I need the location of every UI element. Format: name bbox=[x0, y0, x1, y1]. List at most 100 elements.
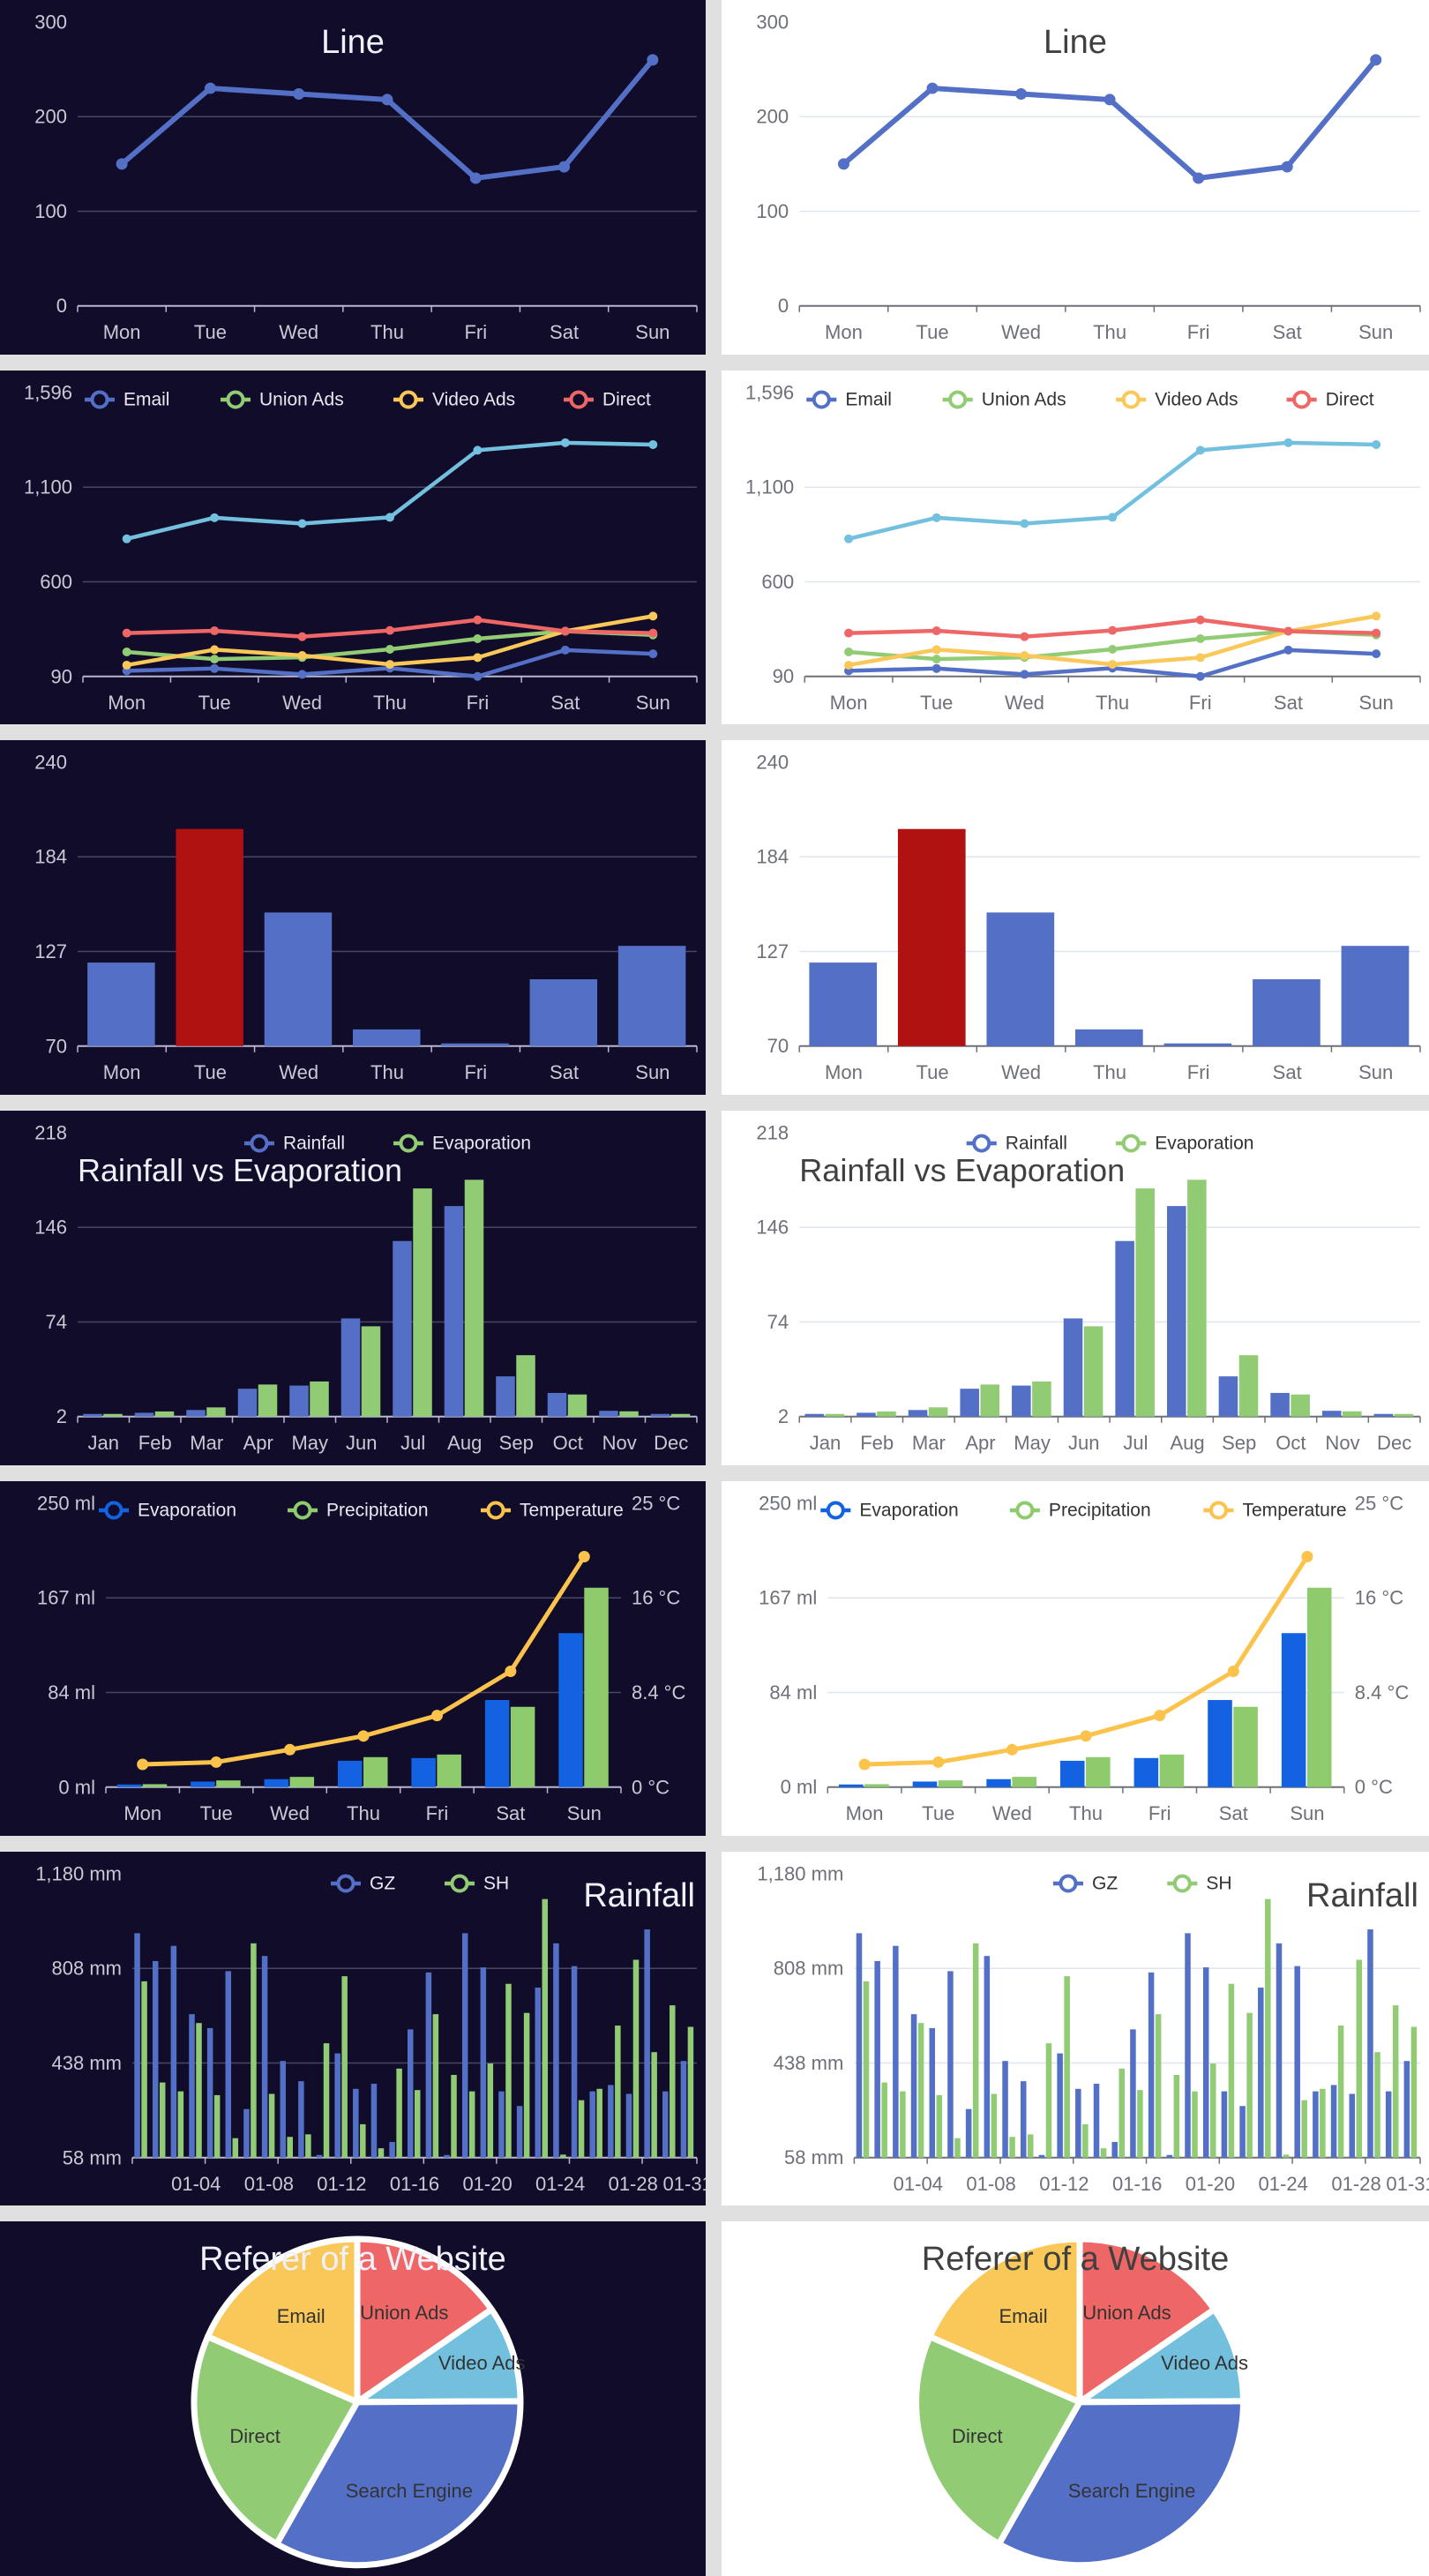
bar-sh[interactable] bbox=[341, 1975, 348, 2158]
bar-sh[interactable] bbox=[232, 2138, 239, 2158]
point-video-ads[interactable] bbox=[1020, 650, 1029, 660]
bar-gz[interactable] bbox=[152, 1960, 159, 2158]
bar-precipitation[interactable] bbox=[1233, 1706, 1258, 1787]
bar-sh[interactable] bbox=[936, 2094, 943, 2158]
bar-evaporation[interactable] bbox=[206, 1407, 226, 1417]
bar-gz[interactable] bbox=[1385, 2091, 1392, 2158]
bar-gz[interactable] bbox=[480, 1966, 487, 2158]
bar-evaporation[interactable] bbox=[986, 1778, 1011, 1787]
bar-gz[interactable] bbox=[662, 2091, 669, 2158]
bar-series[interactable] bbox=[87, 962, 155, 1047]
bar-sh[interactable] bbox=[651, 2051, 657, 2158]
point-search-engine[interactable] bbox=[1108, 513, 1118, 522]
point-search-engine[interactable] bbox=[122, 534, 131, 543]
line-series-search-engine[interactable] bbox=[124, 440, 655, 541]
bar-gz[interactable] bbox=[1130, 2028, 1136, 2158]
bar-evaporation[interactable] bbox=[1281, 1633, 1306, 1787]
point-video-ads[interactable] bbox=[473, 653, 483, 663]
bar-sh[interactable] bbox=[1119, 2068, 1125, 2158]
bar-rainfall[interactable] bbox=[1167, 1206, 1186, 1417]
point-union-ads[interactable] bbox=[931, 654, 941, 663]
legend-item-union-ads[interactable]: Union Ads bbox=[942, 389, 1066, 409]
point-temperature[interactable] bbox=[1006, 1743, 1018, 1756]
bar-sh[interactable] bbox=[542, 1898, 549, 2158]
bar-gz[interactable] bbox=[170, 1945, 177, 2158]
legend-item-sh[interactable]: SH bbox=[1167, 1873, 1232, 1893]
bar-gz[interactable] bbox=[965, 2108, 972, 2158]
bar-sh[interactable] bbox=[1064, 1975, 1070, 2158]
bar-rainfall[interactable] bbox=[1115, 1240, 1134, 1417]
bar-gz[interactable] bbox=[625, 2093, 632, 2158]
point-search-engine[interactable] bbox=[1020, 519, 1029, 528]
bar-evaporation[interactable] bbox=[825, 1413, 845, 1417]
point-search-engine[interactable] bbox=[931, 513, 941, 522]
bar-rainfall[interactable] bbox=[547, 1393, 567, 1417]
bar-gz[interactable] bbox=[1038, 2154, 1045, 2158]
bar-evaporation[interactable] bbox=[258, 1384, 278, 1417]
bar-evaporation[interactable] bbox=[670, 1413, 691, 1417]
bar-gz[interactable] bbox=[1075, 2088, 1081, 2158]
bar-sh[interactable] bbox=[1265, 1898, 1271, 2158]
bar-gz[interactable] bbox=[389, 2141, 395, 2158]
bar-evaporation[interactable] bbox=[1238, 1355, 1259, 1417]
bar-series[interactable] bbox=[1075, 1030, 1143, 1047]
bar-gz[interactable] bbox=[280, 2060, 286, 2158]
point-email[interactable] bbox=[1283, 645, 1293, 655]
bar-gz[interactable] bbox=[874, 1960, 880, 2158]
bar-sh[interactable] bbox=[1320, 2088, 1326, 2158]
bar-gz[interactable] bbox=[1020, 2080, 1027, 2158]
legend-item-email[interactable]: Email bbox=[85, 389, 170, 409]
legend-item-video-ads[interactable]: Video Ads bbox=[393, 389, 515, 409]
pie-slice-video-ads[interactable] bbox=[1076, 2306, 1246, 2406]
bar-sh[interactable] bbox=[1283, 2153, 1290, 2158]
bar-gz[interactable] bbox=[856, 1932, 863, 2158]
point-search-engine[interactable] bbox=[210, 513, 220, 522]
bar-gz[interactable] bbox=[1276, 1943, 1283, 2158]
bar-gz[interactable] bbox=[1057, 2053, 1063, 2158]
bar-evaporation[interactable] bbox=[1032, 1382, 1051, 1417]
point-temperature[interactable] bbox=[284, 1743, 296, 1756]
point-search-engine[interactable] bbox=[560, 438, 570, 447]
bar-rainfall[interactable] bbox=[908, 1410, 928, 1417]
point-series[interactable] bbox=[381, 94, 393, 106]
bar-sh[interactable] bbox=[505, 1983, 512, 2158]
bar-rainfall[interactable] bbox=[393, 1240, 412, 1417]
point-union-ads[interactable] bbox=[844, 647, 854, 656]
bar-sh[interactable] bbox=[917, 2022, 924, 2158]
legend-item-direct[interactable]: Direct bbox=[564, 389, 651, 409]
point-search-engine[interactable] bbox=[473, 446, 483, 455]
bar-gz[interactable] bbox=[444, 2154, 450, 2158]
point-union-ads[interactable] bbox=[473, 633, 483, 643]
bar-sh[interactable] bbox=[432, 2013, 439, 2158]
legend-item-evaporation[interactable]: Evaporation bbox=[1116, 1134, 1253, 1154]
pie-slice-video-ads[interactable] bbox=[354, 2306, 524, 2406]
bar-sh[interactable] bbox=[415, 2089, 421, 2158]
bar-series[interactable] bbox=[1341, 946, 1410, 1047]
legend-item-rainfall[interactable]: Rainfall bbox=[244, 1134, 345, 1154]
bar-evaporation[interactable] bbox=[1187, 1179, 1207, 1417]
bar-evaporation[interactable] bbox=[877, 1412, 896, 1417]
point-direct[interactable] bbox=[1108, 625, 1118, 635]
point-video-ads[interactable] bbox=[1195, 653, 1205, 663]
point-temperature[interactable] bbox=[1154, 1710, 1166, 1722]
bar-rainfall[interactable] bbox=[340, 1318, 361, 1417]
bar-precipitation[interactable] bbox=[1012, 1777, 1036, 1787]
bar-sh[interactable] bbox=[523, 2012, 530, 2158]
point-union-ads[interactable] bbox=[122, 647, 131, 656]
bar-rainfall[interactable] bbox=[83, 1413, 102, 1417]
bar-series[interactable] bbox=[1253, 979, 1321, 1047]
point-video-ads[interactable] bbox=[385, 659, 394, 669]
point-union-ads[interactable] bbox=[1195, 633, 1205, 643]
bar-sh[interactable] bbox=[1082, 2123, 1089, 2158]
bar-gz[interactable] bbox=[680, 2060, 687, 2158]
bar-rainfall[interactable] bbox=[857, 1412, 876, 1417]
bar-evaporation[interactable] bbox=[1291, 1394, 1310, 1417]
bar-evaporation[interactable] bbox=[464, 1179, 484, 1417]
bar-sh[interactable] bbox=[1392, 2004, 1399, 2158]
point-direct[interactable] bbox=[297, 632, 307, 641]
bar-sh[interactable] bbox=[1374, 2051, 1380, 2158]
legend-item-rainfall[interactable]: Rainfall bbox=[966, 1134, 1067, 1154]
bar-sh[interactable] bbox=[1228, 1983, 1235, 2158]
point-series[interactable] bbox=[926, 82, 939, 94]
point-series[interactable] bbox=[1015, 87, 1028, 100]
